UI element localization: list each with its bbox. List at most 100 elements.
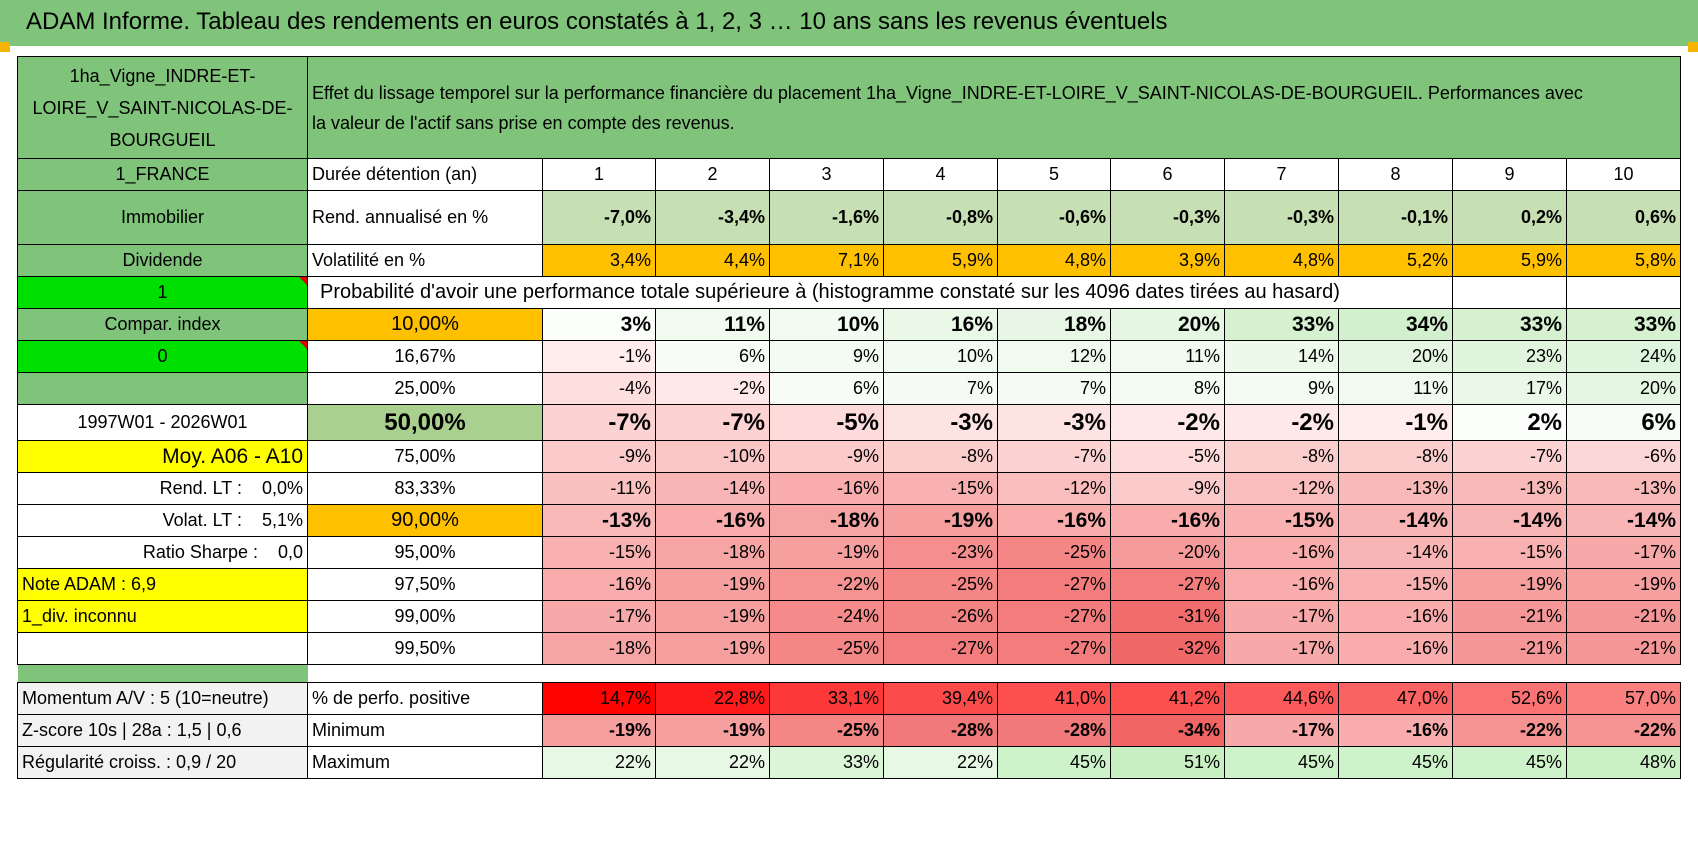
min-value: -28% <box>883 714 998 747</box>
percentile-value: -16% <box>1224 536 1339 569</box>
percentile-value: 7% <box>883 372 998 405</box>
percentile-label: 99,00% <box>307 600 543 633</box>
rend-value: -0,3% <box>1224 190 1339 245</box>
percentile-value: -5% <box>769 404 884 441</box>
percentile-value: 9% <box>1224 372 1339 405</box>
percentile-label: 10,00% <box>307 308 543 341</box>
percentile-value: -16% <box>769 472 884 505</box>
percentile-value: -6% <box>1566 440 1681 473</box>
percentile-value: -2% <box>1110 404 1225 441</box>
empty-cell <box>1452 276 1567 309</box>
percentile-value: 33% <box>1224 308 1339 341</box>
percentile-value: -14% <box>655 472 770 505</box>
percentile-value: 20% <box>1566 372 1681 405</box>
pos-value: 47,0% <box>1338 682 1453 715</box>
percentile-value: -21% <box>1566 600 1681 633</box>
volat-lt-label: Volat. LT : 5,1% <box>17 504 308 537</box>
percentile-value: -18% <box>655 536 770 569</box>
percentile-value: -17% <box>542 600 656 633</box>
percentile-value: 17% <box>1452 372 1567 405</box>
rend-value: -0,3% <box>1110 190 1225 245</box>
spacer-green <box>17 664 308 683</box>
percentile-value: -27% <box>883 632 998 665</box>
percentile-value: -19% <box>655 600 770 633</box>
percentile-value: -14% <box>1338 536 1453 569</box>
percentile-value: -13% <box>1452 472 1567 505</box>
returns-table: 1ha_Vigne_INDRE-ET-LOIRE_V_SAINT-NICOLAS… <box>17 56 1681 779</box>
percentile-label: 97,50% <box>307 568 543 601</box>
year-header: 7 <box>1224 158 1339 191</box>
max-value: 45% <box>1224 746 1339 779</box>
percentile-value: -9% <box>1110 472 1225 505</box>
country-label: 1_FRANCE <box>17 158 308 191</box>
max-value: 45% <box>997 746 1111 779</box>
percentile-value: -13% <box>1338 472 1453 505</box>
percentile-value: -16% <box>542 568 656 601</box>
pos-value: 33,1% <box>769 682 884 715</box>
max-value: 22% <box>542 746 656 779</box>
percentile-value: -13% <box>1566 472 1681 505</box>
percentile-value: 33% <box>1566 308 1681 341</box>
percentile-value: -15% <box>1452 536 1567 569</box>
vol-value: 5,8% <box>1566 244 1681 277</box>
percentile-value: 10% <box>883 340 998 373</box>
pos-value: 22,8% <box>655 682 770 715</box>
category-label: Immobilier <box>17 190 308 245</box>
min-label: Minimum <box>307 714 543 747</box>
percentile-value: 9% <box>769 340 884 373</box>
rend-value: -0,1% <box>1338 190 1453 245</box>
min-value: -22% <box>1452 714 1567 747</box>
pos-value: 57,0% <box>1566 682 1681 715</box>
percentile-value: -19% <box>1452 568 1567 601</box>
percentile-value: -15% <box>883 472 998 505</box>
type-label: Dividende <box>17 244 308 277</box>
min-value: -17% <box>1224 714 1339 747</box>
percentile-value: 23% <box>1452 340 1567 373</box>
percentile-value: -14% <box>1338 504 1453 537</box>
max-value: 45% <box>1452 746 1567 779</box>
percentile-value: 20% <box>1338 340 1453 373</box>
percentile-value: -15% <box>542 536 656 569</box>
percentile-value: -25% <box>997 536 1111 569</box>
percentile-value: 11% <box>1110 340 1225 373</box>
compar-label: Compar. index <box>17 308 308 341</box>
year-header: 1 <box>542 158 656 191</box>
title-bar: ADAM Informe. Tableau des rendements en … <box>0 0 1698 46</box>
max-value: 22% <box>655 746 770 779</box>
percentile-value: -7% <box>655 404 770 441</box>
percentile-value: 16% <box>883 308 998 341</box>
vol-value: 4,8% <box>1224 244 1339 277</box>
vol-value: 4,4% <box>655 244 770 277</box>
percentile-value: 11% <box>655 308 770 341</box>
percentile-value: -27% <box>997 632 1111 665</box>
year-header: 4 <box>883 158 998 191</box>
percentile-value: -21% <box>1566 632 1681 665</box>
year-header: 8 <box>1338 158 1453 191</box>
regularite-label: Régularité croiss. : 0,9 / 20 <box>17 746 308 779</box>
percentile-label: 16,67% <box>307 340 543 373</box>
asset-name: 1ha_Vigne_INDRE-ET-LOIRE_V_SAINT-NICOLAS… <box>17 56 308 159</box>
year-header: 6 <box>1110 158 1225 191</box>
year-header: 2 <box>655 158 770 191</box>
percentile-label: 83,33% <box>307 472 543 505</box>
vol-value: 3,9% <box>1110 244 1225 277</box>
value-zero: 0 <box>17 340 308 373</box>
percentile-value: -26% <box>883 600 998 633</box>
percentile-value: 6% <box>655 340 770 373</box>
percentile-value: -8% <box>883 440 998 473</box>
percentile-value: -1% <box>542 340 656 373</box>
pos-value: 52,6% <box>1452 682 1567 715</box>
min-value: -34% <box>1110 714 1225 747</box>
rend-value: -0,6% <box>997 190 1111 245</box>
percentile-value: -5% <box>1110 440 1225 473</box>
percentile-value: -1% <box>1338 404 1453 441</box>
min-value: -25% <box>769 714 884 747</box>
min-value: -19% <box>655 714 770 747</box>
zscore-label: Z-score 10s | 28a : 1,5 | 0,6 <box>17 714 308 747</box>
min-value: -19% <box>542 714 656 747</box>
rend-value: -7,0% <box>542 190 656 245</box>
percentile-label: 25,00% <box>307 372 543 405</box>
max-value: 22% <box>883 746 998 779</box>
spacer-cell <box>998 665 1111 683</box>
spacer-cell <box>884 665 998 683</box>
